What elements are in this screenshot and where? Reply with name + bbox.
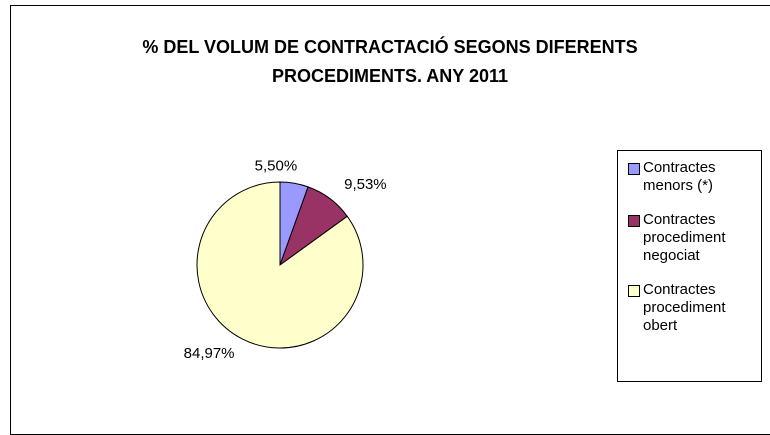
legend-entry: Contractes menors (*) (628, 159, 755, 195)
legend-entry: Contractes procediment obert (628, 281, 755, 335)
legend-swatch (628, 163, 640, 175)
pie-slice (196, 181, 364, 349)
legend: Contractes menors (*) Contractes procedim… (617, 150, 762, 382)
data-label: 5,50% (255, 157, 298, 174)
data-label: 9,53% (344, 176, 387, 193)
legend-label: Contractes procediment negociat (643, 211, 726, 264)
legend-label: Contractes procediment obert (643, 281, 726, 334)
chart: 5,50% 9,53% 84,97% (184, 157, 387, 362)
legend-swatch (628, 285, 640, 297)
legend-label: Contractes menors (*) (643, 159, 716, 194)
legend-entry: Contractes procediment negociat (628, 211, 755, 265)
legend-swatch (628, 215, 640, 227)
chart-title: % DEL VOLUM DE CONTRACTACIÓ SEGONS DIFER… (142, 37, 638, 86)
page: % DEL VOLUM DE CONTRACTACIÓ SEGONS DIFER… (10, 5, 770, 435)
data-label: 84,97% (184, 345, 235, 362)
